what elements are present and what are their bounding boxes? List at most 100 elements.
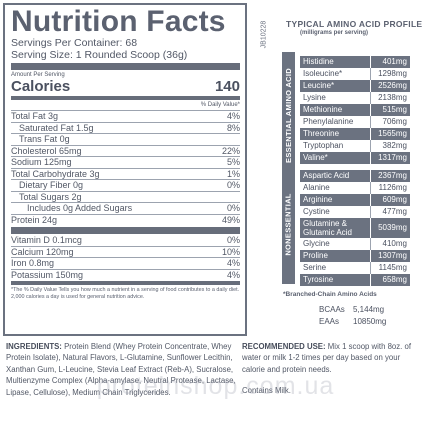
amino-name: Aspartic Acid [300,170,371,182]
nutrient-row: Saturated Fat 1.5g 8% [11,121,240,134]
nutrient-row: Cholesterol 65mg 22% [11,144,240,157]
amino-value: 477mg [371,206,410,218]
nutrient-label: Total Sugars 2g [19,191,82,202]
calories-row: Calories 140 [11,79,240,95]
bcaa-footnote: *Branched-Chain Amino Acids [283,291,377,298]
batch-code-text: JB10228 [260,20,268,48]
amino-name: Leucine* [300,80,371,92]
amino-row: Lysine 2138mg [300,92,410,104]
amino-row: Cystine 477mg [300,206,410,218]
allergen-statement: Contains Milk. [242,386,291,396]
medium-divider [11,96,240,100]
amino-row: Tryptophan 382mg [300,140,410,152]
vitamin-dv: 0% [226,235,240,245]
nutrition-facts-panel: Nutrition Facts Servings Per Container: … [3,3,247,336]
vitamin-label: Vitamin D 0.1mcg [11,235,82,245]
vitamin-dv: 4% [226,269,240,280]
recommended-text: Mix 1 scoop with 8oz. of water or milk 1… [242,342,411,374]
amino-value: 410mg [371,238,410,250]
servings-per-container: Servings Per Container: 68 [11,37,138,49]
vitamin-dv: 10% [221,246,240,257]
thick-divider [11,227,240,234]
amino-row: Valine* 1317mg [300,152,410,164]
calories-value: 140 [214,78,240,95]
vitamin-row: Calcium 120mg 10% [11,245,240,258]
amino-name: Tyrosine [300,274,371,286]
nutrient-label: Dietary Fiber 0g [19,180,84,190]
nutrient-label: Includes 0g Added Sugars [27,203,133,213]
calories-label: Calories [11,78,71,95]
ingredients-block: INGREDIENTS: Protein Blend (Whey Protein… [6,341,256,398]
nonessential-amino-table: Aspartic Acid 2367mg Alanine 1126mg Argini… [300,170,410,286]
nutrient-label: Protein 24g [11,214,58,225]
amino-value: 1298mg [371,68,410,80]
amino-name: Tryptophan [300,140,371,152]
amino-row: Proline 1307mg [300,250,410,262]
medium-divider [11,281,240,285]
recommended-heading: RECOMMENDED USE: [242,342,326,351]
nutrient-row: Includes 0g Added Sugars 0% [11,202,240,214]
amino-value: 2138mg [371,92,410,104]
amino-row: Glycine 410mg [300,238,410,250]
amino-row: Arginine 609mg [300,194,410,206]
amino-name: Methionine [300,104,371,116]
amino-name: Glycine [300,238,371,250]
amino-value: 1565mg [371,128,410,140]
nutrient-row: Sodium 125mg 5% [11,156,240,168]
essential-amino-table: Histidine 401mg Isoleucine* 1298mg Leucine… [300,56,410,164]
daily-value-header: % Daily Value* [200,102,240,108]
nutrient-dv: 8% [226,122,240,133]
amino-name: Alanine [300,182,371,194]
nutrient-row: Dietary Fiber 0g 0% [11,179,240,191]
nutrient-dv: 0% [226,203,240,213]
amino-name: Lysine [300,92,371,104]
amino-name: Proline [300,250,371,262]
amino-name: Valine* [300,152,371,164]
amino-name: Glutamine & Glutamic Acid [300,218,371,238]
nutrient-row: Protein 24g 49% [11,213,240,226]
vitamin-row: Potassium 150mg 4% [11,268,240,281]
eaa-total-row: EAAs 10850mg [319,317,386,326]
recommended-use-block: RECOMMENDED USE: Mix 1 scoop with 8oz. o… [242,341,414,397]
total-name: BCAAs [319,305,345,314]
amino-row: Aspartic Acid 2367mg [300,170,410,182]
amino-name: Serine [300,262,371,274]
vitamin-label: Iron 0.8mg [11,258,55,268]
total-name: EAAs [319,317,340,326]
amino-name: Arginine [300,194,371,206]
vitamin-row: Vitamin D 0.1mcg 0% [11,235,240,246]
total-value: 10850mg [353,317,387,326]
nutrient-dv: 5% [226,157,240,167]
vitamin-label: Potassium 150mg [11,269,84,280]
amino-row: Phenylalanine 706mg [300,116,410,128]
total-value: 5,144mg [353,305,385,314]
nonessential-side-label: NONESSENTIAL [282,165,295,284]
amino-row: Isoleucine* 1298mg [300,68,410,80]
thick-divider [11,63,240,70]
nutrient-row: Total Fat 3g 4% [11,110,240,122]
amino-name: Cystine [300,206,371,218]
amino-value: 658mg [371,274,410,286]
nutrient-row: Total Sugars 2g [11,190,240,203]
amino-value: 1307mg [371,250,410,262]
amino-value: 1317mg [371,152,410,164]
nonessential-label-text: NONESSENTIAL [284,193,294,256]
amino-value: 382mg [371,140,410,152]
vitamin-dv: 4% [226,258,240,268]
amino-value: 5039mg [371,218,410,238]
amino-name: Histidine [300,56,371,68]
essential-side-label: ESSENTIAL AMINO ACID [282,52,295,178]
amino-row: Leucine* 2526mg [300,80,410,92]
amino-profile-subtitle: (milligrams per serving) [300,30,369,36]
ingredients-text: Protein Blend (Whey Protein Concentrate,… [6,342,236,397]
amino-profile-title: TYPICAL AMINO ACID PROFILE [286,19,423,29]
nutrient-label: Total Carbohydrate 3g [11,168,100,179]
amino-row: Methionine 515mg [300,104,410,116]
amino-value: 2526mg [371,80,410,92]
ingredients-heading: INGREDIENTS: [6,342,62,351]
nutrient-row: Trans Fat 0g [11,133,240,145]
bcaa-total-row: BCAAs 5,144mg [319,305,384,314]
daily-value-footnote: *The % Daily Value Tells you how much a … [11,287,240,300]
amino-name: Threonine [300,128,371,140]
amino-value: 706mg [371,116,410,128]
